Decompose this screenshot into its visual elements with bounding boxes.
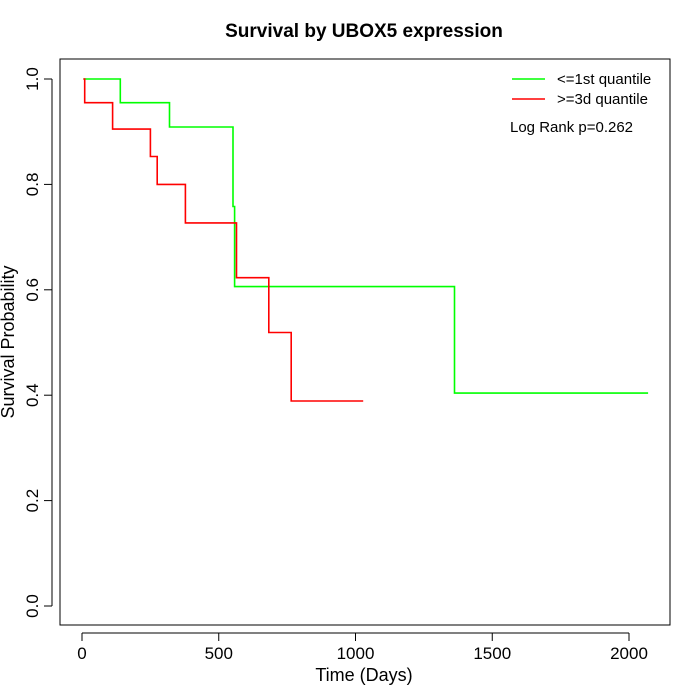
y-axis: 0.0 0.2 0.4 0.6 0.8 1.0 [23,67,53,618]
x-tick-label: 2000 [610,644,648,663]
x-tick-label: 500 [205,644,233,663]
x-tick-label: 0 [77,644,86,663]
y-tick-label: 0.6 [23,278,42,302]
x-axis-label: Time (Days) [315,665,412,685]
series-line-2 [83,78,364,402]
x-tick-label: 1500 [473,644,511,663]
y-axis-label: Survival Probability [0,265,18,418]
y-tick-label: 0.8 [23,173,42,197]
x-axis: 0 500 1000 1500 2000 [77,632,648,663]
log-rank-annotation: Log Rank p=0.262 [510,119,633,136]
series-layer [83,78,649,402]
x-tick-label: 1000 [337,644,375,663]
legend: <=1st quantile >=3d quantile [512,71,651,108]
plot-frame [59,58,671,626]
y-tick-label: 1.0 [23,67,42,91]
y-tick-label: 0.0 [23,594,42,618]
legend-label-1: <=1st quantile [557,71,651,88]
y-tick-label: 0.2 [23,489,42,513]
y-tick-label: 0.4 [23,383,42,407]
series-line-1 [83,78,649,394]
legend-label-2: >=3d quantile [557,91,648,108]
chart-title: Survival by UBOX5 expression [225,21,503,42]
